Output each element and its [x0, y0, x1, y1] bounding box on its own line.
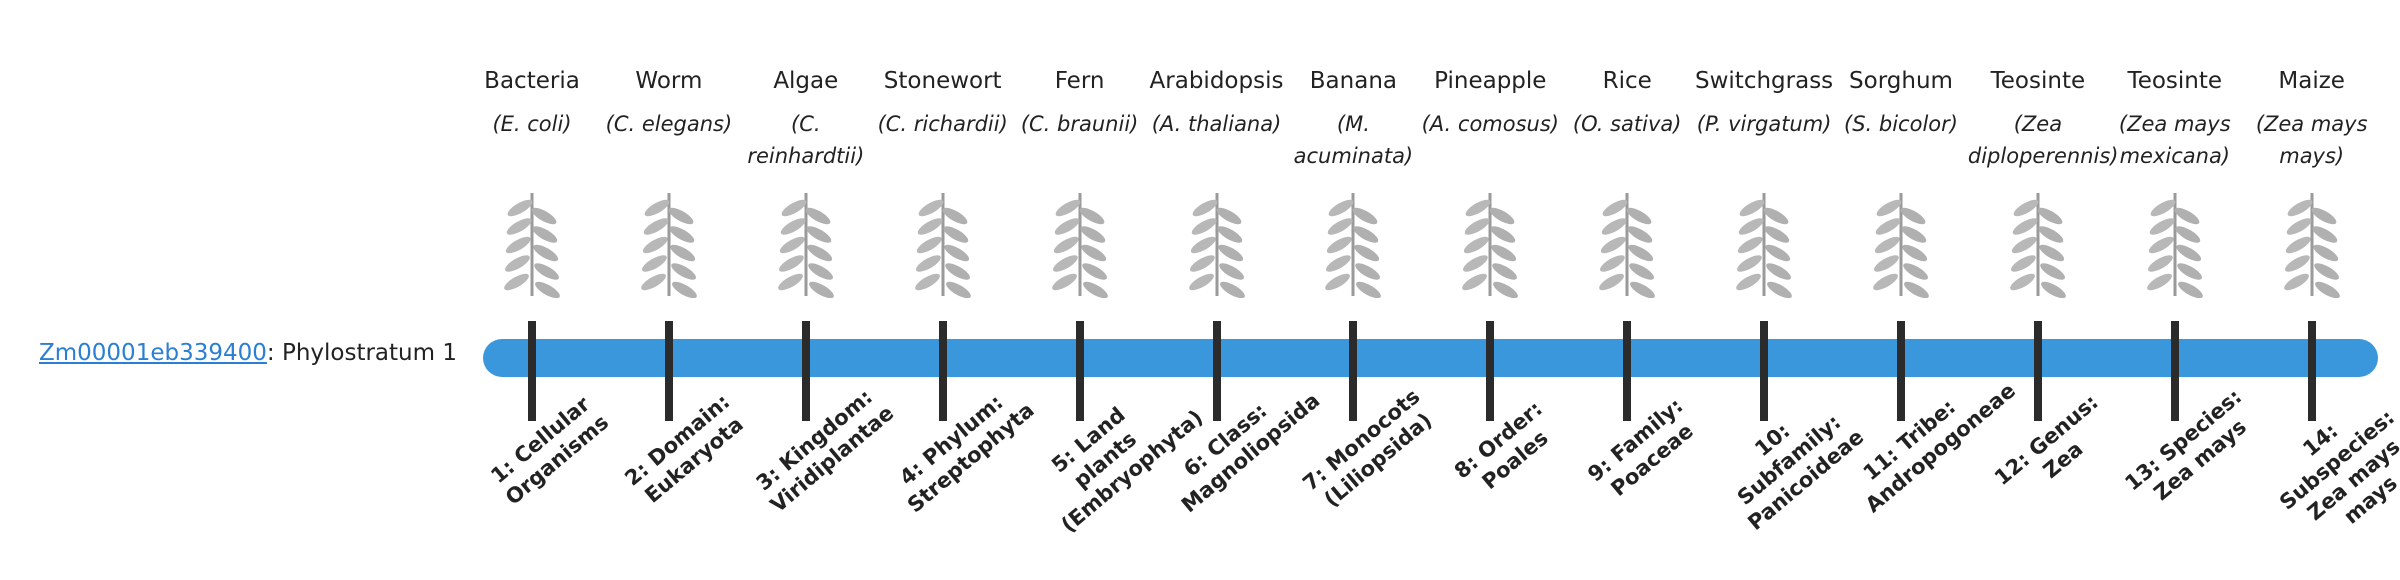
species-name: (Zea diploperennis) — [1967, 112, 2119, 168]
species-name: (C. braunii) — [1020, 112, 1139, 136]
stratum-label: 14: Subspecies: Zea mays mays — [2274, 405, 2400, 529]
species-name: (S. bicolor) — [1844, 112, 1958, 136]
stratum-tick — [2307, 321, 2316, 421]
stratum-label: 4: Phylum: Streptophyta — [894, 390, 1039, 518]
stratum-tick — [528, 321, 536, 421]
stratum-tick — [801, 321, 810, 421]
organism-name: Worm — [635, 68, 703, 94]
stratum-tick — [1897, 321, 1905, 421]
species-name: (P. virgatum) — [1696, 112, 1832, 136]
timeline-bar — [483, 339, 2378, 377]
stratum-label: 9: Family: Poaceae — [1583, 393, 1698, 501]
organism-image — [777, 193, 834, 298]
organism-name: Rice — [1602, 68, 1652, 94]
stratum-label: 5: Land plants (Embryophyta) — [1046, 402, 1208, 538]
stratum-label: 2: Domain: Eukaryota — [620, 389, 748, 508]
organism-name: Stonewort — [883, 68, 1002, 94]
organism-image — [2146, 193, 2203, 298]
organism-image — [1188, 193, 1245, 298]
stratum-label: 10: Subfamily: Panicoideae — [1732, 409, 1869, 535]
organism-name: Bacteria — [484, 68, 580, 94]
stratum-tick — [1212, 321, 1221, 421]
organism-image — [2283, 193, 2340, 298]
stratum-label: 6: Class: Magnoliopsida — [1176, 388, 1324, 518]
organism-name: Arabidopsis — [1149, 68, 1284, 94]
organism-name: Teosinte — [2127, 68, 2223, 94]
organism-image — [1873, 193, 1929, 298]
organism-image — [641, 193, 697, 298]
stratum-tick — [2033, 321, 2042, 421]
species-name: (C. reinhardtii) — [747, 112, 865, 168]
organism-image — [1736, 193, 1792, 298]
organism-image — [2010, 193, 2066, 298]
stratum-tick — [1075, 321, 1084, 421]
species-name: (O. sativa) — [1572, 112, 1682, 136]
species-name: (A. thaliana) — [1151, 112, 1282, 136]
organism-name: Algae — [773, 68, 839, 94]
organism-image — [1325, 193, 1382, 298]
stratum-tick — [1486, 321, 1495, 421]
organism-name: Sorghum — [1849, 68, 1953, 94]
organism-image — [504, 193, 560, 298]
gene-line: Zm00001eb339400: Phylostratum 1 — [39, 340, 457, 366]
stratum-tick — [1623, 321, 1632, 421]
species-name: (M. acuminata) — [1293, 112, 1414, 168]
species-name: (Zea mays mays) — [2255, 112, 2368, 168]
organism-name: Switchgrass — [1695, 68, 1834, 94]
organism-image — [1599, 193, 1656, 298]
species-name: (C. elegans) — [605, 112, 733, 136]
species-name: (C. richardii) — [877, 112, 1008, 136]
organism-name: Teosinte — [1990, 68, 2086, 94]
stratum-label: 11: Tribe: Andropogoneae — [1858, 378, 2020, 518]
organism-name: Fern — [1054, 68, 1105, 94]
species-name: (E. coli) — [492, 112, 572, 136]
gene-link[interactable]: Zm00001eb339400 — [39, 340, 267, 366]
gene-stratum: : Phylostratum 1 — [266, 340, 457, 366]
organism-name: Banana — [1309, 68, 1397, 94]
stratum-label: 13: Species: Zea mays — [2120, 384, 2251, 506]
organism-name: Maize — [2278, 68, 2345, 94]
species-name: (Zea mays mexicana) — [2118, 112, 2231, 168]
stratum-label: 3: Kingdom: Viridiplantae — [751, 384, 899, 518]
organism-image — [1051, 193, 1108, 298]
stratum-tick — [664, 321, 673, 421]
stratum-label: 1: Cellular Organisms — [486, 391, 614, 510]
stratum-tick — [1760, 321, 1769, 421]
stratum-tick — [1349, 321, 1358, 421]
species-name: (A. comosus) — [1421, 112, 1559, 136]
stratum-label: 8: Order: Poales — [1450, 396, 1553, 495]
organism-name: Pineapple — [1434, 68, 1547, 94]
stratum-tick — [2170, 321, 2179, 421]
organism-image — [914, 193, 971, 298]
stratum-tick — [938, 321, 947, 421]
organism-image — [1462, 193, 1519, 298]
